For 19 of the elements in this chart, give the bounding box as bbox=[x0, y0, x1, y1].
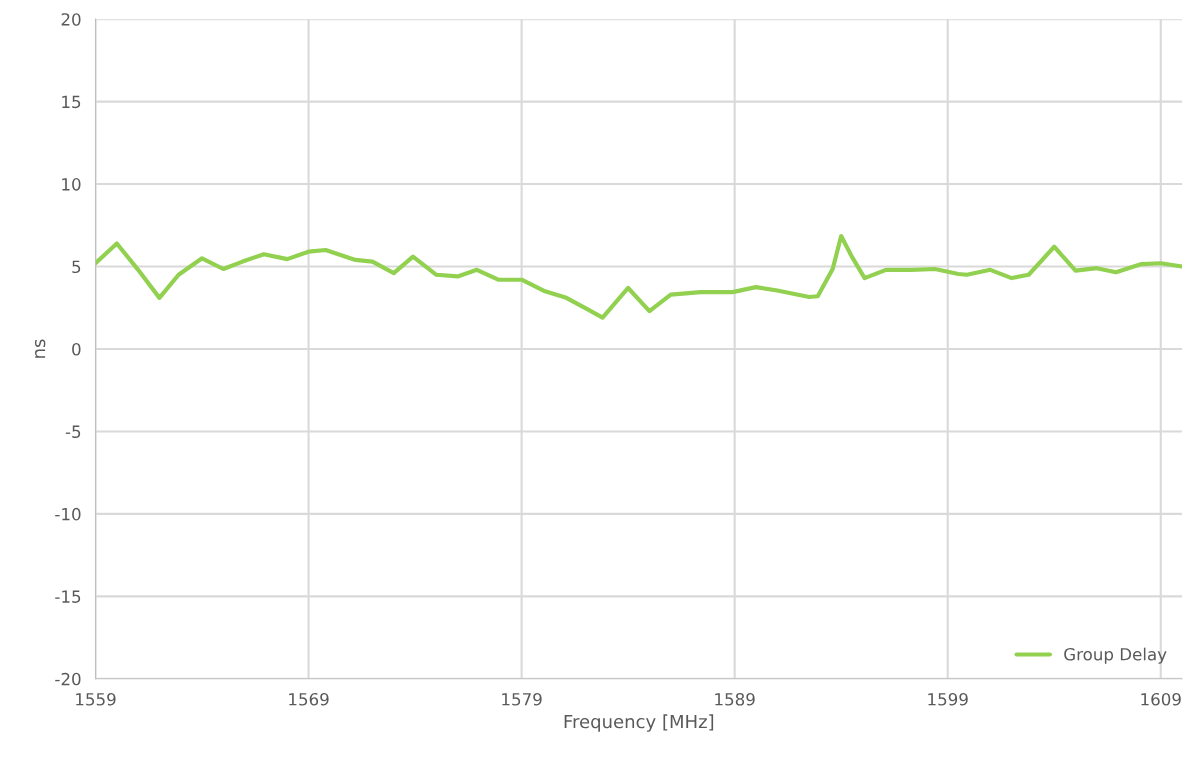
x-axis-title: Frequency [MHz] bbox=[564, 714, 714, 732]
y-tick-label: 5 bbox=[72, 260, 81, 274]
y-tick-label: 20 bbox=[61, 13, 81, 26]
line-series bbox=[95, 233, 1183, 320]
x-tick-label: 1589 bbox=[715, 692, 755, 706]
legend-label: Group Delay bbox=[1064, 647, 1167, 664]
y-tick-label: -10 bbox=[55, 507, 81, 521]
y-tick-label: 0 bbox=[72, 342, 81, 356]
y-axis-title: ns bbox=[34, 339, 46, 358]
y-tick-label: -5 bbox=[65, 425, 81, 439]
y-tick-label: 15 bbox=[62, 95, 81, 109]
y-tick-label: -20 bbox=[55, 672, 81, 686]
y-tick-label: 10 bbox=[62, 178, 81, 191]
y-tick-label: -15 bbox=[55, 590, 81, 603]
x-tick-label: 1569 bbox=[289, 692, 329, 706]
x-tick-label: 1579 bbox=[502, 692, 542, 706]
x-tick-label: 1609 bbox=[1141, 692, 1181, 706]
x-tick-label: 1559 bbox=[76, 692, 116, 706]
x-tick-label: 1599 bbox=[928, 692, 968, 706]
